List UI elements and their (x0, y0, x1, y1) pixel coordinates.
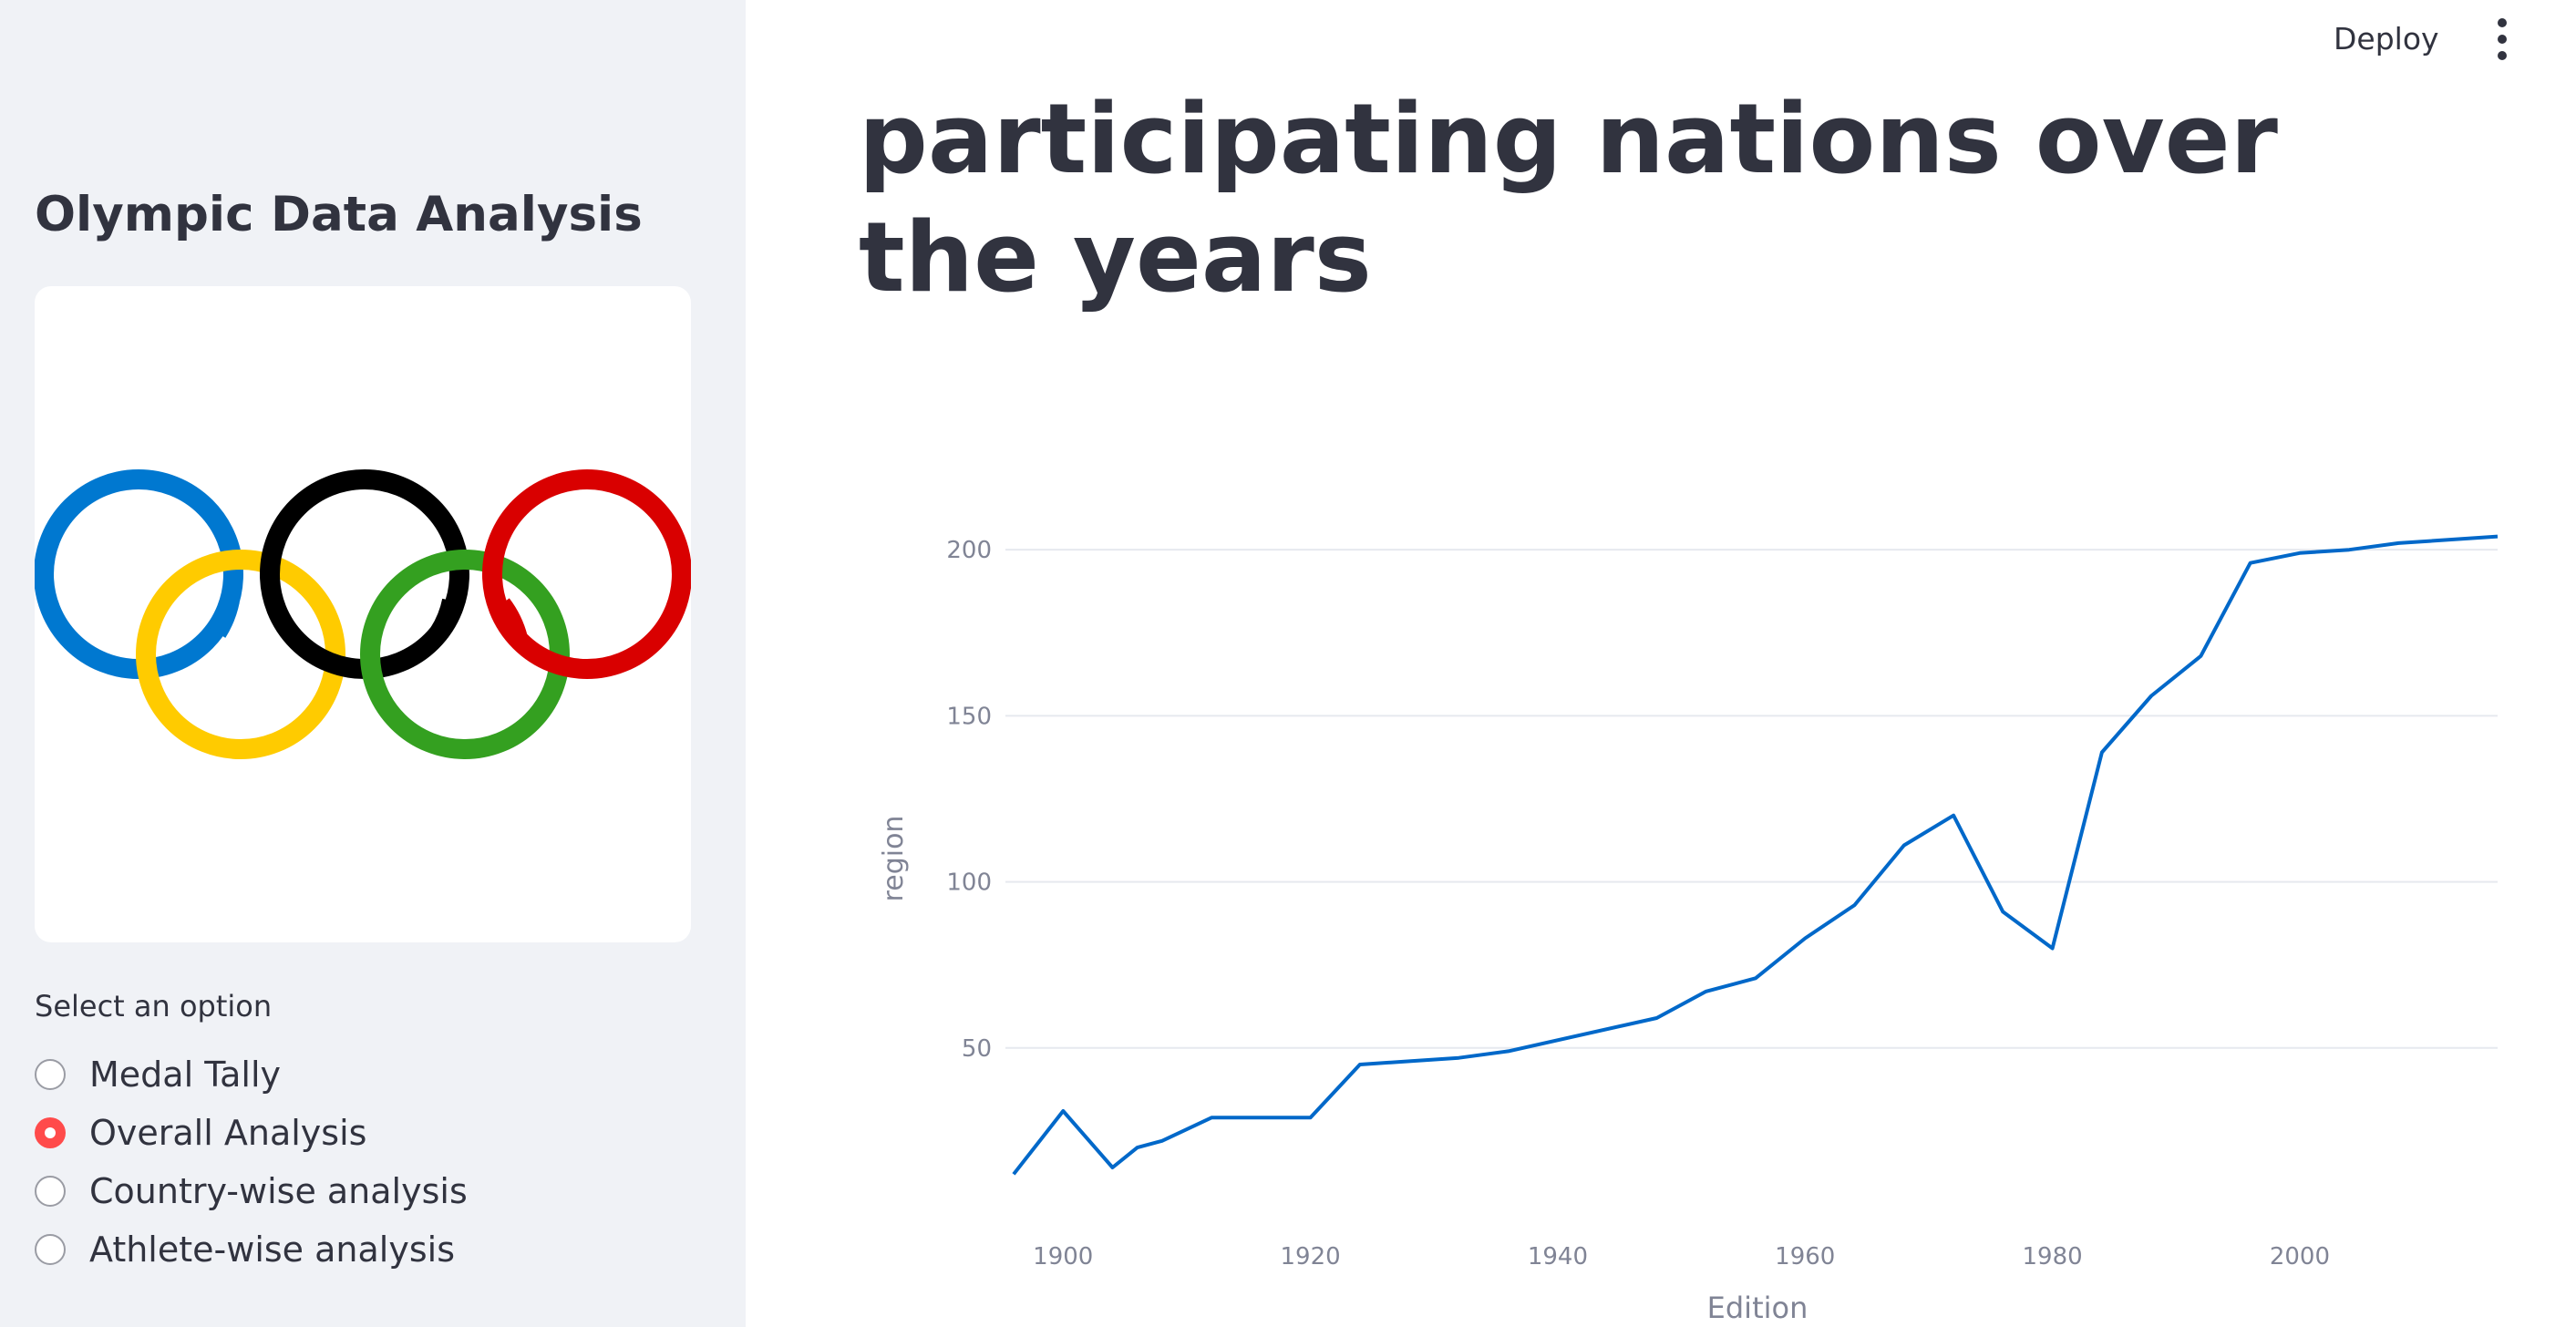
red-ring-overlap (493, 598, 528, 642)
green-ring (360, 550, 570, 759)
y-axis-label: region (878, 816, 910, 902)
data-point (1802, 936, 1808, 941)
data-point (2099, 749, 2105, 755)
data-point (2050, 945, 2056, 951)
sidebar: Olympic Data Analysis Select an option M… (0, 0, 746, 1327)
deploy-button[interactable]: Deploy (2334, 21, 2439, 57)
olympic-rings-image (35, 286, 691, 942)
radio-country-wise-analysis[interactable]: Country-wise analysis (35, 1166, 618, 1217)
data-point (2297, 550, 2303, 556)
data-points (1011, 534, 2500, 1178)
y-tick-label: 50 (962, 1035, 992, 1063)
data-point (1011, 1171, 1016, 1177)
data-point (1308, 1115, 1314, 1120)
grid-lines (1005, 549, 2498, 1049)
y-tick-label: 150 (946, 703, 992, 730)
radio-athlete-wise-analysis[interactable]: Athlete-wise analysis (35, 1224, 618, 1275)
series-line (1012, 534, 2499, 1176)
data-point (2346, 547, 2352, 552)
data-point (1110, 1165, 1116, 1170)
x-axis-label: Edition (1707, 1291, 1808, 1325)
select-option-label: Select an option (35, 989, 273, 1024)
radio-circle-icon[interactable] (35, 1234, 66, 1265)
radio-overall-analysis[interactable]: Overall Analysis (35, 1107, 618, 1158)
radio-selected-icon[interactable] (35, 1117, 66, 1148)
x-tick-label: 1900 (1033, 1243, 1093, 1270)
y-axis-ticks: 50 100 150 200 (946, 537, 992, 1063)
data-point (1753, 975, 1758, 981)
data-point (2198, 653, 2203, 659)
x-tick-label: 1980 (2023, 1243, 2083, 1270)
radio-label: Overall Analysis (89, 1113, 367, 1153)
y-tick-label: 100 (946, 869, 992, 897)
data-point (1456, 1055, 1461, 1061)
data-point (1357, 1062, 1363, 1067)
olympic-rings-logo (35, 469, 691, 759)
radio-label: Medal Tally (89, 1054, 282, 1095)
kebab-menu-icon[interactable] (2492, 18, 2512, 60)
data-point (2495, 534, 2500, 540)
radio-circle-icon[interactable] (35, 1059, 66, 1090)
radio-medal-tally[interactable]: Medal Tally (35, 1049, 618, 1100)
data-point (2248, 561, 2253, 566)
data-point (1060, 1108, 1066, 1114)
x-tick-label: 1960 (1775, 1243, 1835, 1270)
data-point (2148, 694, 2154, 699)
radio-circle-icon[interactable] (35, 1176, 66, 1207)
data-point (1951, 813, 1956, 818)
data-point (1852, 902, 1858, 908)
data-point (2000, 909, 2005, 914)
data-point (1209, 1115, 1214, 1120)
x-tick-label: 1940 (1528, 1243, 1588, 1270)
y-tick-label: 200 (946, 537, 992, 564)
data-point (1901, 842, 1907, 848)
data-point (2396, 540, 2401, 546)
red-ring (482, 469, 691, 679)
data-point (1654, 1015, 1659, 1021)
data-point (1704, 989, 1709, 994)
radio-label: Country-wise analysis (89, 1171, 468, 1211)
x-tick-label: 2000 (2270, 1243, 2330, 1270)
blue-ring-overlap (208, 598, 240, 638)
x-axis-ticks: 1900 1920 1940 1960 1980 2000 (1033, 1243, 2330, 1270)
data-point (1135, 1145, 1140, 1150)
data-point (1506, 1048, 1511, 1054)
radio-label: Athlete-wise analysis (89, 1229, 455, 1270)
x-tick-label: 1920 (1281, 1243, 1341, 1270)
page-title: participating nations over the years (859, 83, 2278, 314)
data-point (1406, 1058, 1412, 1064)
data-point (1159, 1138, 1165, 1144)
black-ring-overlap (430, 598, 462, 638)
sidebar-title: Olympic Data Analysis (35, 187, 643, 242)
